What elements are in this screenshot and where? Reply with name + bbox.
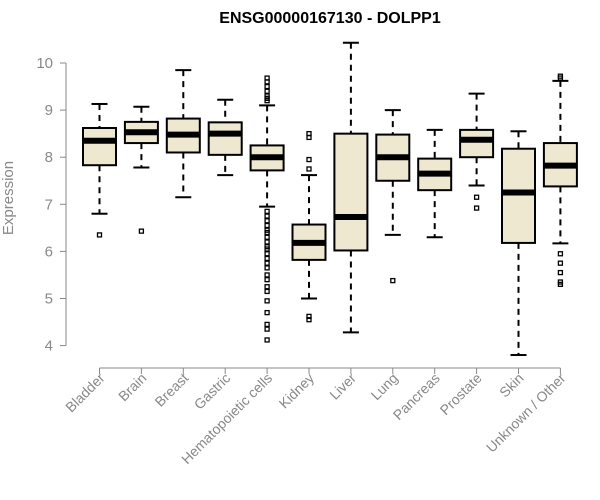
- box-group: [501, 130, 536, 357]
- outlier-point: [264, 272, 270, 278]
- chart-title: ENSG00000167130 - DOLPP1: [219, 10, 441, 27]
- outlier-point: [306, 317, 312, 323]
- box-group: [82, 102, 117, 238]
- outlier-point: [473, 205, 480, 211]
- outlier-point: [264, 251, 270, 257]
- box-iqr: [459, 128, 495, 159]
- box-group: [291, 130, 327, 323]
- outlier-point: [557, 260, 564, 266]
- x-tick-label: Skin: [496, 370, 527, 401]
- outlier-point: [264, 93, 270, 99]
- x-tick-label: Prostate: [437, 370, 485, 418]
- outlier-point: [264, 208, 270, 215]
- box-group: [333, 41, 369, 334]
- outlier-point: [264, 218, 270, 224]
- x-tick-label: Unknown / Other: [483, 370, 569, 456]
- box-iqr: [501, 147, 536, 244]
- outlier-point: [306, 156, 312, 163]
- x-tick-label: Kidney: [276, 370, 318, 412]
- outlier-point: [557, 281, 564, 288]
- box-group: [123, 105, 159, 234]
- outlier-point: [557, 251, 564, 257]
- outlier-point: [264, 246, 270, 252]
- outlier-point: [557, 269, 564, 276]
- outlier-point: [264, 255, 270, 262]
- box-iqr: [333, 132, 369, 252]
- outlier-point: [264, 326, 270, 332]
- box-group: [207, 98, 243, 177]
- outlier-point: [264, 213, 270, 219]
- box-group: [417, 128, 453, 239]
- outlier-point: [264, 222, 270, 229]
- x-tick-label: Breast: [151, 370, 191, 410]
- box-group: [459, 92, 495, 211]
- x-tick-label: Bladder: [62, 370, 108, 416]
- y-tick-label: 10: [36, 55, 53, 72]
- box-group: [542, 73, 578, 288]
- outlier-point: [306, 166, 312, 172]
- outlier-point: [264, 309, 270, 316]
- box-iqr: [82, 126, 117, 167]
- outlier-point: [264, 337, 270, 343]
- outlier-point: [264, 229, 270, 236]
- box-group: [165, 69, 201, 199]
- outlier-point: [264, 277, 270, 283]
- outlier-point: [264, 260, 270, 266]
- outlier-point: [264, 321, 270, 328]
- y-tick-label: 9: [45, 102, 53, 119]
- outlier-point: [306, 130, 312, 137]
- outlier-point: [306, 313, 312, 320]
- y-tick-label: 7: [45, 196, 53, 213]
- outlier-point: [264, 234, 270, 240]
- outlier-point: [264, 265, 270, 271]
- y-axis-label: Expression: [0, 161, 17, 235]
- outlier-point: [264, 298, 270, 304]
- boxes: [82, 41, 578, 357]
- outlier-point: [264, 288, 270, 295]
- y-tick-label: 4: [45, 338, 53, 355]
- x-tick-label: Brain: [115, 370, 149, 404]
- outlier-point: [96, 232, 103, 238]
- x-tick-label: Lung: [368, 370, 401, 403]
- axes: 4 5 6 7 8 9 10: [36, 55, 561, 374]
- y-tick-label: 5: [45, 291, 53, 308]
- box-group: [249, 75, 285, 343]
- box-group: [375, 109, 411, 284]
- y-tick-label: 6: [45, 243, 53, 260]
- outlier-point: [473, 194, 480, 200]
- outlier-point: [557, 73, 564, 79]
- outlier-point: [264, 88, 270, 94]
- box-iqr: [207, 121, 243, 156]
- outlier-point: [264, 284, 270, 290]
- outlier-point: [264, 75, 270, 81]
- outlier-point: [138, 228, 145, 234]
- x-tick-label: Liver: [326, 370, 359, 403]
- outlier-point: [390, 277, 396, 284]
- x-tick-label: Pancreas: [390, 370, 443, 423]
- outlier-point: [264, 83, 270, 90]
- y-tick-label: 8: [45, 149, 53, 166]
- outlier-point: [264, 239, 270, 245]
